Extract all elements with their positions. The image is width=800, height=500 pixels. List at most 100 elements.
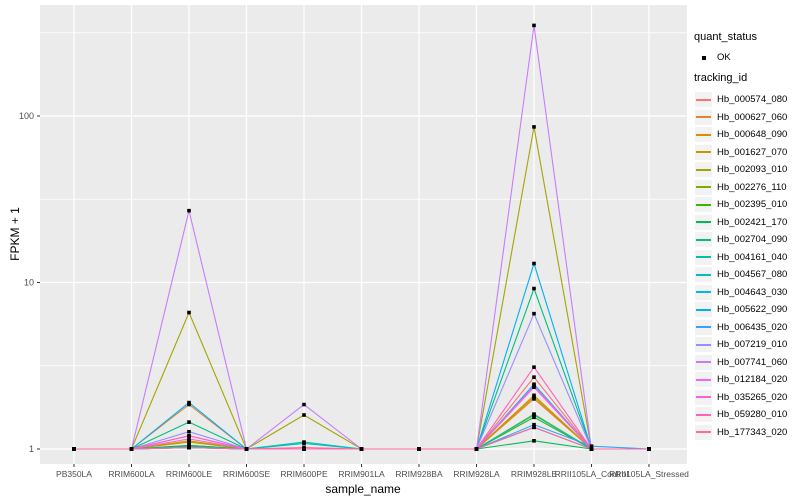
legend-line-icon [696,378,711,381]
data-point [129,447,134,451]
data-point [187,429,191,434]
x-tick-label: RRIM901LA [338,469,385,479]
legend-item-label: Hb_002704_090 [717,234,788,245]
legend-key-swatch [695,284,712,300]
legend-key-swatch [695,232,712,247]
legend-item-label: Hb_005622_090 [717,304,788,315]
legend-item-label: Hb_002395_010 [717,199,788,210]
data-point [532,415,536,420]
legend-line-icon [696,238,711,241]
legend-item-label: Hb_000574_080 [717,94,788,105]
data-point [359,447,364,451]
legend-item-Hb_006435_020: Hb_006435_020 [695,319,788,335]
y-tick-label: 1 [29,444,34,454]
data-point [187,208,191,213]
x-tick-label: RRIM928BA [395,469,443,479]
data-point [187,440,191,444]
legend-item-label: Hb_002276_110 [717,181,787,193]
legend-item-ok-label: OK [717,52,731,63]
legend-item-label: Hb_007741_060 [717,356,788,368]
data-point [302,402,306,407]
legend-key-swatch [695,144,712,160]
data-point [532,311,536,316]
legend-item-label: Hb_004161_040 [717,251,788,263]
legend-item-Hb_177343_020: Hb_177343_020 [695,424,788,440]
legend-key-swatch [695,424,712,440]
data-point [532,261,536,266]
legend-line-icon [696,326,711,328]
legend-key-swatch [695,214,712,230]
data-point [187,402,191,407]
x-tick-label: RRII105LA_Stressed [609,469,689,479]
y-axis-title: FPKM + 1 [8,207,22,261]
data-point [187,445,191,450]
legend-item-label: Hb_004643_030 [717,286,788,298]
data-point [187,420,191,424]
x-tick-label: RRIM600LA [108,469,155,479]
legend-item-Hb_002276_110: Hb_002276_110 [695,179,787,195]
legend-item-label: Hb_007219_010 [717,339,788,350]
data-point [244,447,249,451]
legend-key-swatch [695,354,712,370]
legend-line-icon [696,291,711,293]
legend-item-label: Hb_000627_060 [717,111,788,123]
legend-item-Hb_035265_020: Hb_035265_020 [695,389,787,405]
legend-line-icon [696,396,711,398]
legend-key-swatch [695,302,712,317]
legend-item-Hb_002421_170: Hb_002421_170 [695,214,787,230]
legend-key-swatch [695,389,712,405]
legend-item-label: Hb_059280_010 [717,409,788,420]
legend-item-Hb_007741_060: Hb_007741_060 [695,354,788,370]
legend-key-swatch [695,372,712,387]
legend-line-icon [696,151,711,153]
data-point [532,125,536,129]
legend-line-icon [696,116,711,118]
data-point [532,385,536,390]
legend-item-Hb_005622_090: Hb_005622_090 [695,302,787,317]
legend-item-Hb_012184_020: Hb_012184_020 [695,372,787,387]
legend-key-swatch [695,127,712,142]
x-axis-title: sample_name [325,482,401,496]
legend-item-label: Hb_000648_090 [717,129,788,140]
legend-line-icon [696,413,711,416]
data-point [532,286,536,291]
legend-line-icon [696,98,711,101]
legend-title-tracking-id: tracking_id [694,72,748,84]
legend-entries: Hb_000574_080 Hb_000627_060 Hb_000648_090 H… [694,92,800,452]
data-point [187,310,191,315]
legend-item-Hb_004161_040: Hb_004161_040 [695,249,788,265]
data-point [589,447,594,451]
legend-line-icon [696,431,711,433]
data-point [532,439,536,443]
legend-item-Hb_007219_010: Hb_007219_010 [695,337,787,352]
legend-line-icon [696,186,711,188]
legend-key-swatch [695,249,712,265]
legend-item-ok: OK [695,49,731,66]
x-tick-label: RRII105LA_Control [555,469,629,479]
legend-item-label: Hb_177343_020 [717,426,788,438]
x-tick-label: RRIM928LE [511,469,558,479]
data-point [417,447,421,451]
legend-key-swatch [695,337,712,352]
legend-key-swatch [695,179,712,195]
x-tick-label: RRIM600SE [223,469,271,479]
legend-item-label: Hb_006435_020 [717,321,788,333]
data-point [647,447,651,451]
legend-item-Hb_002704_090: Hb_002704_090 [695,232,787,247]
legend-key-swatch [695,407,712,422]
legend-line-icon [696,133,711,136]
data-point [302,445,306,450]
legend-line-icon [696,221,711,223]
legend-item-Hb_000627_060: Hb_000627_060 [695,109,788,125]
x-tick-label: RRIM600PE [280,469,328,479]
y-tick-label: 10 [24,278,34,288]
legend-title-quant-status: quant_status [694,31,757,43]
data-point [72,447,76,451]
data-point [532,365,536,369]
legend-key-swatch [695,162,712,177]
data-point [302,413,306,417]
data-point [302,441,306,446]
x-tick-label: RRIM928LA [453,469,500,479]
legend-item-Hb_004643_030: Hb_004643_030 [695,284,788,300]
